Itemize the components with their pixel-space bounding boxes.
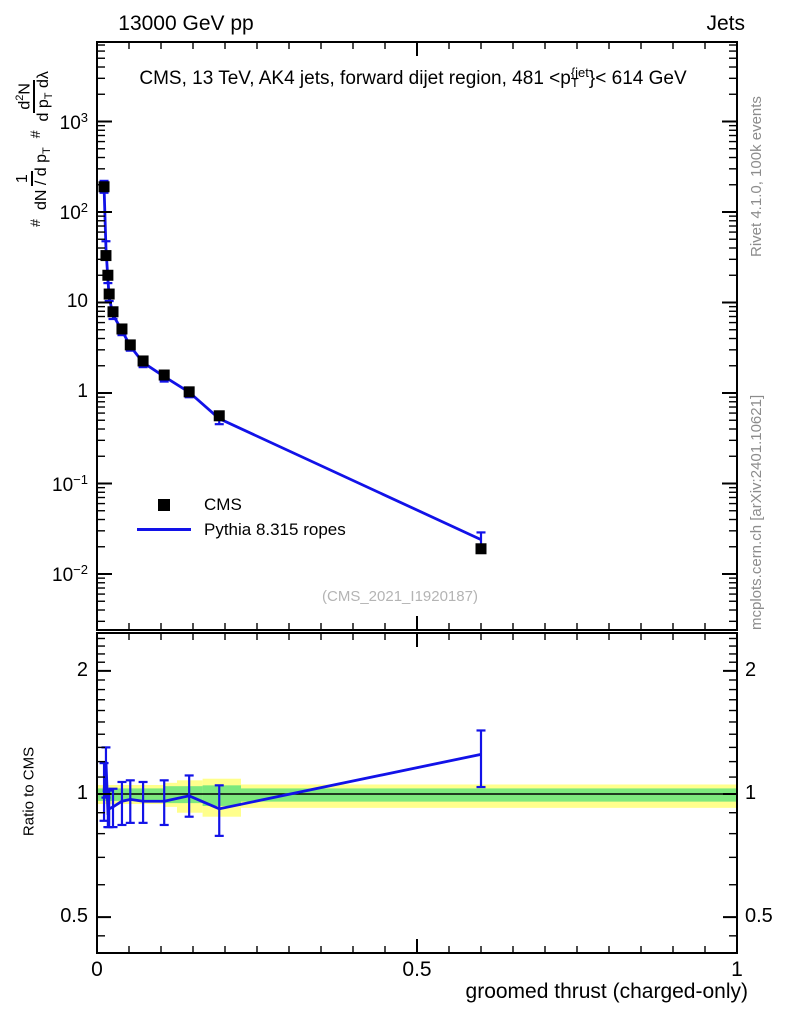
cms-data-point [103,288,115,300]
uncertainty-band-green [202,785,241,806]
pythia-line-main [102,186,482,541]
uncertainty-band-green [241,788,737,802]
cms-data-point [98,181,110,193]
cms-data-point [102,269,114,281]
cms-data-point [137,355,149,367]
cms-data-point [107,306,119,318]
cms-data-point [158,369,170,381]
cms-data-point [183,386,195,398]
cms-data-point [100,250,112,262]
cms-data-point [475,543,487,555]
main-panel-frame [96,41,738,631]
cms-data-point [116,323,128,335]
cms-data-point [213,410,225,422]
cms-data-point [124,339,136,351]
